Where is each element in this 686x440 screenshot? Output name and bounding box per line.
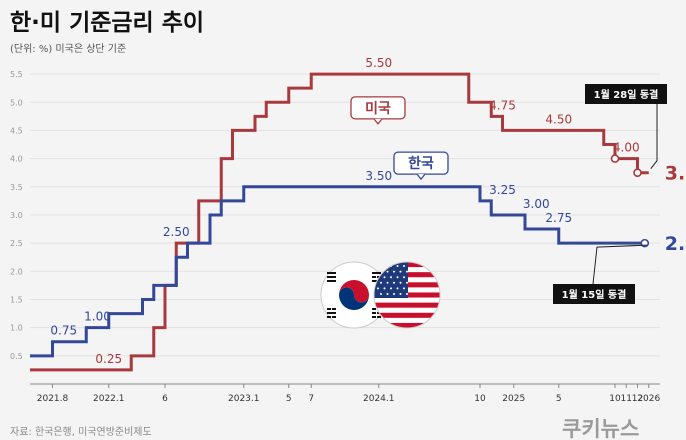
flag-star bbox=[390, 287, 392, 290]
y-tick-label: 3.0 bbox=[10, 211, 23, 220]
legend-pointer bbox=[373, 118, 383, 125]
series-line-us bbox=[30, 72, 649, 372]
flag-star bbox=[393, 293, 395, 295]
x-tick-label: 2026 bbox=[637, 394, 660, 404]
data-label: 3.75 bbox=[665, 163, 686, 185]
x-tick-label: 2024.1 bbox=[363, 394, 395, 404]
y-tick-label: 4.0 bbox=[10, 155, 23, 164]
data-labels: 0.25 5.50 4.75 4.50 4.00 3.75 0.75 1.00 2.50 3.50… bbox=[50, 56, 686, 366]
flag-star bbox=[406, 281, 408, 284]
flag-star bbox=[396, 265, 399, 267]
callout-box bbox=[553, 284, 635, 304]
flag-star bbox=[380, 281, 382, 284]
data-label: 2.50 bbox=[163, 225, 190, 239]
flag-star bbox=[406, 270, 408, 273]
flag-star bbox=[406, 293, 408, 295]
flag-star bbox=[393, 270, 395, 273]
flag-star bbox=[396, 276, 399, 279]
callouts: 1월 28일 동결 1월 15일 동결 bbox=[553, 84, 667, 304]
data-label: 3.25 bbox=[489, 183, 516, 197]
y-tick-label: 2.5 bbox=[10, 239, 23, 248]
data-label: 4.75 bbox=[489, 98, 516, 112]
flag-star bbox=[377, 265, 379, 267]
callout-text: 1월 15일 동결 bbox=[562, 288, 627, 301]
data-label: 3.50 bbox=[365, 169, 392, 183]
callout-text: 1월 28일 동결 bbox=[594, 88, 659, 101]
y-axis: 0.5 1.0 1.5 2.0 2.5 3.0 3.5 4.0 4.5 5.0 5.5 bbox=[10, 70, 23, 361]
grid bbox=[30, 73, 660, 357]
series-line-korea bbox=[30, 185, 649, 358]
x-tick-label: 2023.1 bbox=[228, 394, 260, 404]
flag-star bbox=[403, 276, 405, 279]
flag-star bbox=[386, 293, 389, 295]
flag-star bbox=[399, 270, 402, 273]
x-tick-label: 5 bbox=[286, 394, 292, 404]
hollow-marker bbox=[610, 154, 620, 163]
flag-star bbox=[383, 276, 386, 279]
chart-subtitle: (단위: %) 미국은 상단 기준 bbox=[10, 42, 126, 55]
callout-box bbox=[585, 84, 667, 104]
korea-flag-icon bbox=[320, 261, 388, 329]
x-tick-label: 5 bbox=[556, 394, 562, 404]
x-tick-label: 6 bbox=[162, 394, 168, 404]
flag-star bbox=[403, 287, 405, 290]
x-tick-label: 12 bbox=[632, 394, 643, 404]
source-note: 자료: 한국은행, 미국연방준비제도 bbox=[10, 426, 152, 438]
flags bbox=[320, 261, 441, 329]
x-tick-label: 2025 bbox=[502, 394, 525, 404]
y-tick-label: 5.0 bbox=[10, 98, 23, 107]
flag-star bbox=[386, 270, 389, 273]
x-tick-label: 7 bbox=[308, 394, 314, 404]
data-label: 4.00 bbox=[613, 141, 640, 155]
data-label: 4.50 bbox=[545, 112, 572, 126]
x-tick-label: 2022.1 bbox=[93, 394, 125, 404]
flag-star bbox=[377, 287, 379, 290]
flag-star bbox=[383, 265, 386, 267]
data-label: 3.00 bbox=[523, 197, 550, 211]
flag-stripe bbox=[374, 312, 440, 318]
watermark-logo: 쿠키뉴스 bbox=[562, 417, 639, 440]
x-axis: 2021.8 2022.1 6 2023.1 5 7 2024.1 10 2025 5 10 11 12… bbox=[30, 383, 660, 404]
y-tick-label: 0.5 bbox=[10, 352, 23, 361]
data-label: 2.75 bbox=[545, 211, 572, 225]
flag-star bbox=[399, 293, 402, 295]
data-label: 1.00 bbox=[84, 310, 111, 324]
data-label: 2.50 bbox=[665, 233, 686, 255]
y-tick-label: 1.5 bbox=[10, 295, 23, 304]
flag-star bbox=[380, 293, 382, 295]
flag-star bbox=[393, 281, 395, 284]
flag-star bbox=[390, 276, 392, 279]
flag-star bbox=[403, 265, 405, 267]
flag-star bbox=[383, 287, 386, 290]
legend-pointer bbox=[416, 173, 426, 181]
us-flag-icon bbox=[373, 261, 441, 329]
data-label: 0.75 bbox=[50, 324, 77, 338]
flag-stripe bbox=[374, 322, 440, 328]
x-tick-label: 11 bbox=[621, 394, 632, 404]
callout-leader bbox=[592, 244, 647, 285]
x-tick-label: 10 bbox=[609, 394, 621, 404]
chart-title: 한·미 기준금리 추이 bbox=[10, 10, 204, 36]
x-tick-label: 2021.8 bbox=[37, 394, 69, 404]
y-tick-label: 4.5 bbox=[10, 126, 23, 135]
flag-star bbox=[396, 287, 399, 290]
y-tick-label: 3.5 bbox=[10, 183, 23, 192]
y-tick-label: 1.0 bbox=[10, 324, 23, 333]
y-tick-label: 2.0 bbox=[10, 267, 23, 276]
hollow-marker bbox=[633, 168, 642, 177]
legend-label: 한국 bbox=[408, 156, 434, 172]
flag-stripe bbox=[374, 302, 440, 308]
series-lines bbox=[30, 72, 649, 372]
legend-label: 미국 bbox=[365, 101, 391, 117]
flag-star bbox=[386, 281, 389, 284]
data-label: 5.50 bbox=[365, 56, 392, 70]
x-tick-label: 10 bbox=[474, 394, 486, 404]
callout-leader bbox=[650, 104, 658, 170]
flag-star bbox=[399, 281, 402, 284]
y-tick-label: 5.5 bbox=[10, 70, 23, 79]
data-label: 0.25 bbox=[95, 352, 122, 366]
